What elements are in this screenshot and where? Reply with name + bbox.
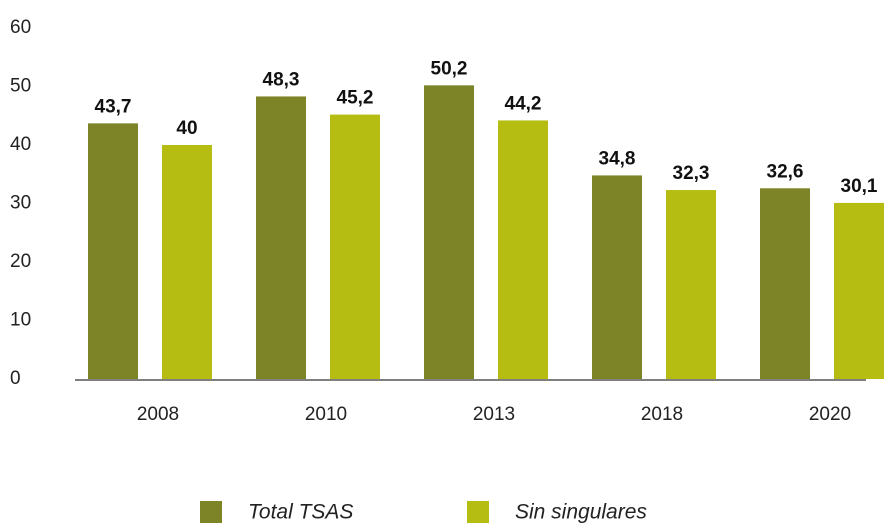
legend-swatch — [200, 501, 222, 523]
value-label: 30,1 — [841, 176, 878, 197]
value-label: 50,2 — [431, 58, 468, 79]
bar — [424, 85, 474, 379]
bar — [162, 145, 212, 379]
y-tick-label: 20 — [10, 251, 31, 272]
bar — [834, 202, 884, 379]
bar — [330, 114, 380, 379]
y-tick-label: 0 — [10, 368, 21, 389]
value-label: 32,6 — [767, 161, 804, 182]
legend-swatch — [467, 501, 489, 523]
bar — [666, 190, 716, 379]
x-tick-label: 2020 — [809, 404, 851, 425]
y-tick-label: 50 — [10, 76, 31, 97]
value-label: 32,3 — [673, 163, 710, 184]
bar — [760, 188, 810, 379]
value-label: 48,3 — [263, 69, 300, 90]
legend-label: Sin singulares — [515, 501, 647, 524]
y-tick-label: 10 — [10, 310, 31, 331]
y-tick-label: 30 — [10, 193, 31, 214]
bar — [88, 123, 138, 379]
x-tick-label: 2018 — [641, 404, 683, 425]
value-label: 45,2 — [337, 88, 374, 109]
legend-label: Total TSAS — [248, 501, 353, 524]
bar — [498, 120, 548, 380]
value-label: 44,2 — [505, 93, 542, 114]
value-label: 40 — [176, 118, 197, 139]
x-tick-label: 2008 — [137, 404, 179, 425]
value-label: 43,7 — [95, 96, 132, 117]
value-label: 34,8 — [599, 148, 636, 169]
x-tick-label: 2013 — [473, 404, 515, 425]
bar — [592, 175, 642, 379]
bar — [256, 96, 306, 379]
x-tick-label: 2010 — [305, 404, 347, 425]
y-tick-label: 60 — [10, 17, 31, 38]
y-tick-label: 40 — [10, 134, 31, 155]
